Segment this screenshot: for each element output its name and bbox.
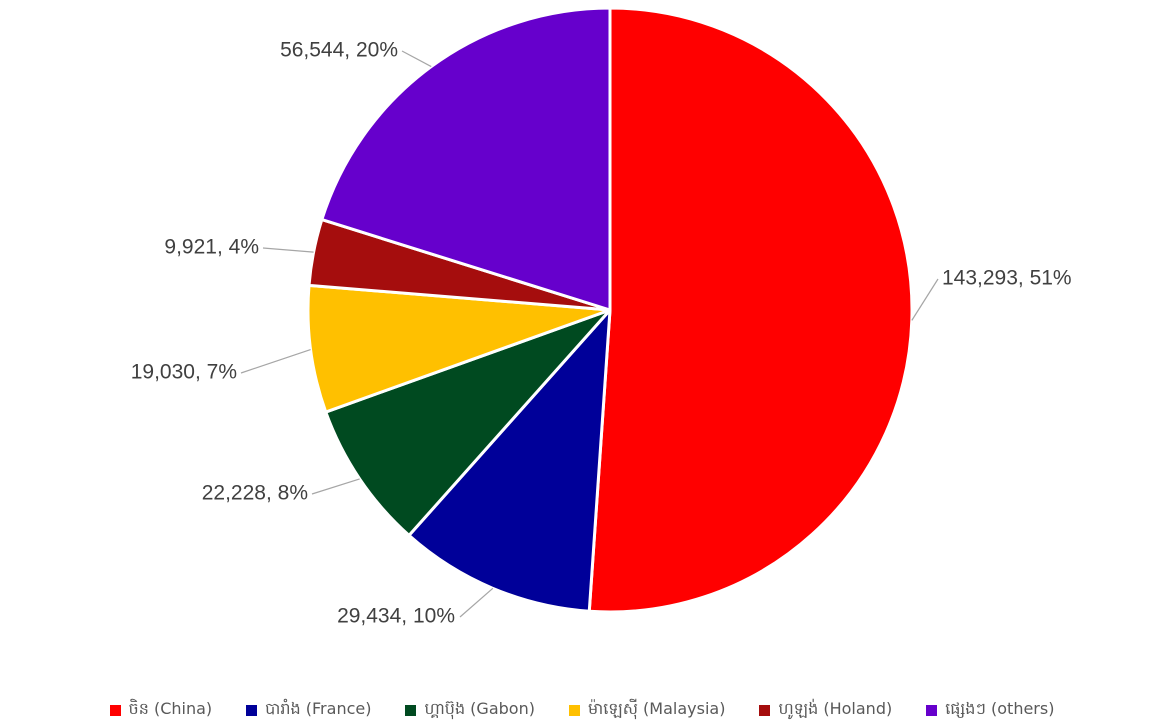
legend-item-france: បារាំង (France) — [246, 698, 371, 722]
legend-label-china: ចិន (China) — [128, 699, 213, 718]
legend-item-others: ផ្សេងៗ (others) — [926, 698, 1054, 722]
legend-label-france: បារាំង (France) — [265, 699, 372, 718]
legend: ចិន (China) បារាំង (France) ហ្គាប៊ុង (Ga… — [0, 696, 1164, 724]
pie-slice-others — [320, 6, 612, 312]
data-label-holand: 9,921, 4% — [164, 236, 259, 259]
legend-swatch-malaysia — [568, 704, 580, 716]
leader-line-france — [459, 587, 494, 618]
legend-swatch-china — [109, 704, 121, 716]
legend-swatch-gabon — [405, 704, 417, 716]
pie-slice-china — [587, 6, 914, 614]
pie-slice-france — [407, 308, 612, 613]
data-label-others: 56,544, 20% — [280, 39, 398, 62]
legend-item-holand: ហូឡង់ (Holand) — [759, 698, 892, 722]
legend-swatch-holand — [759, 704, 771, 716]
legend-label-holand: ហូឡង់ (Holand) — [778, 699, 893, 718]
legend-item-gabon: ហ្គាប៊ុង (Gabon) — [405, 698, 535, 722]
leader-lines — [240, 50, 939, 618]
data-label-gabon: 22,228, 8% — [202, 482, 308, 505]
leader-line-others — [401, 50, 432, 68]
data-label-france: 29,434, 10% — [337, 605, 455, 628]
legend-label-others: ផ្សេងៗ (others) — [945, 699, 1055, 718]
data-label-china: 143,293, 51% — [942, 267, 1072, 290]
pie-slice-gabon — [324, 308, 612, 537]
legend-label-gabon: ហ្គាប៊ុង (Gabon) — [424, 699, 535, 718]
data-labels: 143,293, 51% 29,434, 10% 22,228, 8% 19,030,… — [131, 39, 1072, 628]
legend-item-china: ចិន (China) — [109, 698, 213, 722]
leader-line-malaysia — [240, 349, 311, 374]
pie-slice-malaysia — [306, 283, 612, 414]
legend-swatch-france — [246, 704, 258, 716]
legend-swatch-others — [926, 704, 938, 716]
leader-line-holand — [262, 247, 314, 253]
leader-line-gabon — [311, 478, 360, 495]
legend-label-malaysia: ម៉ាឡេស៊ី (Malaysia) — [587, 699, 726, 718]
data-label-malaysia: 19,030, 7% — [131, 361, 237, 384]
legend-item-malaysia: ម៉ាឡេស៊ី (Malaysia) — [568, 698, 726, 722]
leader-line-china — [911, 278, 939, 321]
pie-slices — [306, 6, 914, 614]
